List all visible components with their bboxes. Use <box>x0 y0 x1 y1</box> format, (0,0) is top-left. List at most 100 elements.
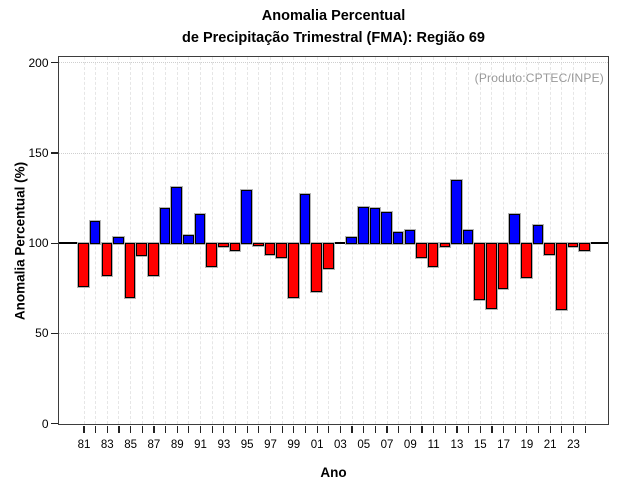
vertical-gridline <box>526 57 528 424</box>
x-tick-label: 11 <box>427 439 440 451</box>
x-tick <box>95 426 97 433</box>
bar-81 <box>78 242 89 287</box>
bar-24 <box>579 242 590 251</box>
x-tick-label: 93 <box>217 439 231 451</box>
y-tick <box>50 332 58 334</box>
x-tick <box>584 426 586 433</box>
plot-area: (Produto:CPTEC/INPE) <box>58 56 609 425</box>
x-tick-label: 19 <box>520 439 534 451</box>
vertical-gridline <box>328 57 330 424</box>
x-tick <box>409 426 411 433</box>
x-tick <box>258 426 260 433</box>
chart-title-line2: de Precipitação Trimestral (FMA): Região… <box>182 29 485 46</box>
bar-09 <box>404 230 416 244</box>
bar-93 <box>218 242 229 248</box>
vertical-gridline <box>269 57 271 424</box>
bar-10 <box>416 242 427 259</box>
vertical-gridline <box>584 57 586 424</box>
vertical-gridline <box>211 57 213 424</box>
y-tick-label: 150 <box>28 146 49 161</box>
bar-96 <box>253 242 264 246</box>
bar-02 <box>322 242 334 269</box>
x-tick <box>421 426 423 433</box>
bar-86 <box>136 242 148 257</box>
y-tick-label: 200 <box>28 55 49 70</box>
vertical-gridline <box>106 57 108 424</box>
x-tick <box>386 426 388 433</box>
x-tick <box>572 426 575 433</box>
x-tick <box>281 426 283 433</box>
x-tick-label: 05 <box>357 439 371 451</box>
x-tick <box>316 426 318 433</box>
bar-90 <box>183 235 194 244</box>
bar-99 <box>287 242 299 298</box>
x-tick-label: 13 <box>450 439 464 451</box>
y-tick-label: 0 <box>41 416 49 431</box>
x-tick <box>164 426 167 433</box>
bar-21 <box>544 242 555 255</box>
bar-13 <box>451 179 462 244</box>
bar-94 <box>229 242 241 251</box>
bar-00 <box>299 194 311 244</box>
y-tick-label: 100 <box>28 236 49 251</box>
x-axis-title: Ano <box>320 465 347 480</box>
bar-22 <box>556 242 567 311</box>
vertical-gridline <box>479 57 481 424</box>
x-tick <box>398 426 400 433</box>
y-tick <box>50 62 58 64</box>
x-tick <box>304 426 307 433</box>
vertical-gridline <box>491 57 493 424</box>
vertical-gridline <box>433 57 435 424</box>
x-tick <box>444 426 446 433</box>
bar-14 <box>462 230 474 244</box>
bar-19 <box>521 242 532 278</box>
x-tick-label: 17 <box>497 439 510 451</box>
bar-06 <box>369 208 381 244</box>
vertical-gridline <box>561 57 563 424</box>
chart-title-line1: Anomalia Percentual <box>261 8 406 24</box>
vertical-gridline <box>339 57 341 424</box>
bar-84 <box>113 237 124 244</box>
vertical-gridline <box>503 57 505 424</box>
x-tick-label: 07 <box>380 439 394 451</box>
x-tick <box>468 426 470 433</box>
bar-23 <box>567 242 579 248</box>
x-tick-label: 91 <box>194 439 207 451</box>
x-tick <box>269 426 272 433</box>
bar-17 <box>497 242 509 289</box>
x-tick <box>433 426 435 433</box>
x-tick-label: 03 <box>334 439 347 451</box>
x-tick <box>246 426 248 433</box>
x-tick-label: 85 <box>124 439 137 451</box>
x-tick <box>83 426 85 433</box>
bar-88 <box>159 208 171 244</box>
x-tick <box>502 426 505 433</box>
x-tick <box>374 426 376 433</box>
x-tick-label: 81 <box>77 439 91 451</box>
x-tick <box>130 426 132 433</box>
horizontal-gridline <box>59 152 608 154</box>
bar-97 <box>264 242 276 255</box>
bar-05 <box>357 206 369 244</box>
horizontal-gridline <box>59 332 608 334</box>
vertical-gridline <box>83 57 85 424</box>
vertical-gridline <box>223 57 225 424</box>
bar-91 <box>194 213 206 244</box>
y-tick-label: 50 <box>35 326 49 341</box>
vertical-gridline <box>549 57 551 424</box>
x-tick <box>106 426 108 433</box>
x-tick <box>328 426 330 433</box>
chart-title: Anomalia Percentual de Precipitação Trim… <box>58 6 609 49</box>
x-tick <box>456 426 458 433</box>
bar-89 <box>171 186 183 244</box>
vertical-gridline <box>235 57 236 424</box>
x-tick-label: 97 <box>264 439 277 451</box>
x-tick-label: 89 <box>170 439 184 451</box>
bar-08 <box>392 231 404 244</box>
bar-82 <box>89 221 101 244</box>
x-tick <box>351 426 353 433</box>
bar-15 <box>474 242 486 300</box>
x-tick-label: 01 <box>310 439 324 451</box>
x-tick <box>176 426 178 433</box>
